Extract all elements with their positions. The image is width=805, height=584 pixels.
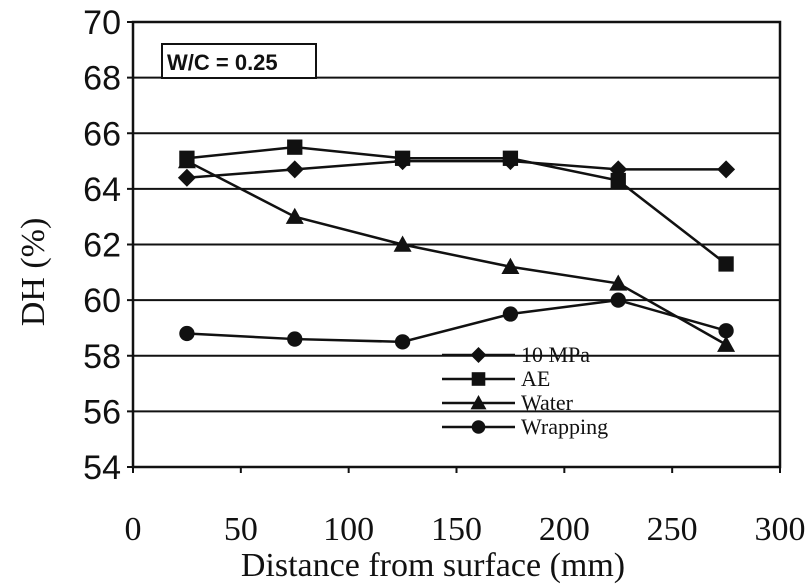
data-point-10-mpa <box>717 160 736 179</box>
data-point-ae <box>718 256 734 272</box>
data-point-wrapping <box>394 334 411 350</box>
y-tick-label: 56 <box>83 393 121 431</box>
data-point-wrapping <box>610 292 626 308</box>
legend-label: Water <box>521 390 574 415</box>
legend-label: 10 MPa <box>521 342 590 367</box>
data-point-wrapping <box>502 306 519 322</box>
legend-item-ae: AE <box>442 366 550 391</box>
data-point-water <box>717 335 736 352</box>
annotation-box: W/C = 0.25 <box>161 43 317 79</box>
legend-label: Wrapping <box>521 414 608 439</box>
series-ae <box>179 139 734 272</box>
x-tick-label: 50 <box>224 511 258 548</box>
series-wrapping <box>179 292 734 350</box>
data-point-water <box>501 257 520 274</box>
annotation-text: W/C = 0.25 <box>167 50 278 75</box>
legend-item-wrapping: Wrapping <box>442 414 608 439</box>
x-tick-label: 150 <box>431 511 482 548</box>
legend-label: AE <box>521 366 550 391</box>
series-line-ae <box>186 145 727 265</box>
grid-lines <box>133 76 780 413</box>
series-line-10-mpa <box>186 159 727 179</box>
y-tick-label: 66 <box>83 115 121 153</box>
x-tick-label: 100 <box>323 511 374 548</box>
x-tick-label: 0 <box>125 511 142 548</box>
legend-marker-ae <box>471 372 486 386</box>
data-point-water <box>285 207 304 224</box>
data-point-water <box>177 152 196 169</box>
data-point-wrapping <box>718 323 734 339</box>
legend-item-water: Water <box>442 390 574 415</box>
legend-marker-water <box>470 395 487 410</box>
x-axis-title: Distance from surface (mm) <box>241 547 625 584</box>
series-group <box>177 139 736 352</box>
data-point-wrapping <box>179 325 195 342</box>
legend-marker-wrapping <box>471 420 486 434</box>
x-tick-label: 200 <box>539 511 590 548</box>
y-tick-label: 68 <box>83 60 121 98</box>
data-point-10-mpa <box>285 160 304 179</box>
y-tick-label: 60 <box>83 282 121 320</box>
data-point-ae <box>394 150 411 166</box>
data-point-water <box>393 235 412 252</box>
data-point-10-mpa <box>177 168 196 187</box>
y-tick-label: 70 <box>83 4 121 42</box>
y-tick-label: 64 <box>83 171 121 209</box>
series-line-wrapping <box>186 298 727 344</box>
y-tick-labels: 54 56 58 60 62 64 66 68 70 <box>83 4 133 487</box>
data-point-ae <box>502 150 519 166</box>
y-tick-label: 54 <box>83 449 121 487</box>
series-line-water <box>186 159 727 346</box>
x-tick-label: 250 <box>647 511 698 548</box>
legend-item-10-mpa: 10 MPa <box>442 342 590 367</box>
y-tick-label: 62 <box>83 227 121 265</box>
data-point-ae <box>610 172 626 189</box>
series-water <box>177 152 736 352</box>
y-axis-title: DH (%) <box>15 218 52 327</box>
legend-marker-10-mpa <box>470 347 487 363</box>
y-tick-label: 58 <box>83 338 121 376</box>
x-tick-labels: 0 50 100 150 200 250 300 <box>125 467 805 548</box>
data-point-water <box>609 274 628 291</box>
data-point-wrapping <box>287 331 303 347</box>
x-tick-label: 300 <box>755 511 805 548</box>
data-point-ae <box>287 139 303 155</box>
